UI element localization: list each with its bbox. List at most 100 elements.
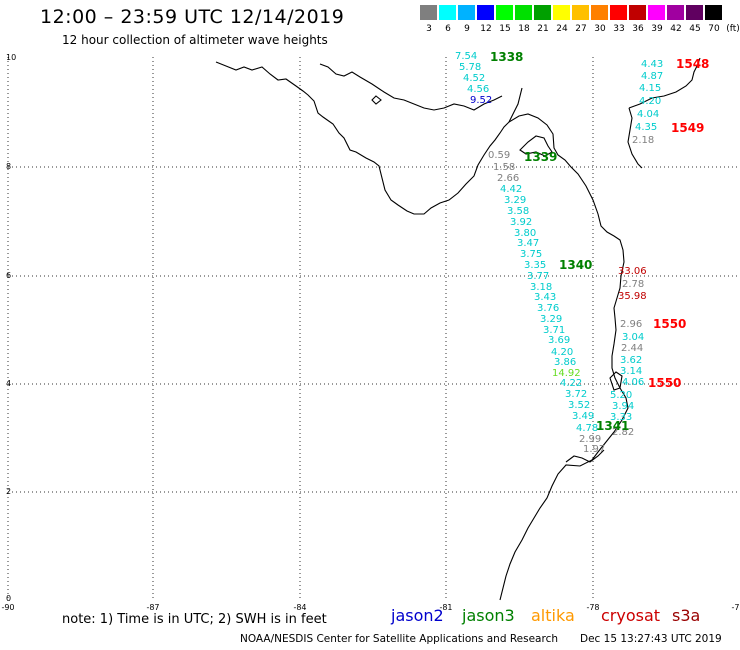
scale-label: 18: [518, 24, 530, 34]
scale-label: 45: [689, 24, 701, 34]
coastline-segment: [215, 61, 629, 601]
pass-label: 1338: [490, 50, 523, 64]
scale-label: 15: [499, 24, 511, 34]
wave-height-value: 2.44: [621, 343, 643, 354]
wave-height-value: 4.87: [641, 71, 663, 82]
scale-label: 6: [445, 24, 451, 34]
coastline-segment: [371, 95, 382, 105]
page-title: 12:00 – 23:59 UTC 12/14/2019: [40, 6, 345, 28]
wave-height-value: 35.98: [618, 291, 647, 302]
scale-label: 9: [464, 24, 470, 34]
y-axis-label: 10: [6, 53, 16, 62]
wave-height-value: 3.92: [510, 217, 532, 228]
scale-label: 33: [613, 24, 625, 34]
wave-height-value: 2.82: [612, 427, 634, 438]
scale-swatch: [591, 5, 608, 20]
wave-height-value: 4.15: [639, 83, 661, 94]
scale-swatch: [477, 5, 494, 20]
scale-swatch: [572, 5, 589, 20]
y-axis-label: 2: [6, 487, 11, 496]
wave-height-value: 4.04: [637, 109, 659, 120]
wave-height-value: 0.59: [488, 150, 510, 161]
wave-height-value: 4.56: [467, 84, 489, 95]
satellite-legend-altika: altika: [531, 606, 575, 625]
wave-height-value: 4.06: [622, 377, 644, 388]
wave-height-value: 3.76: [537, 303, 559, 314]
pass-label: 1548: [676, 57, 709, 71]
satellite-legend-jason2: jason2: [391, 606, 444, 625]
wave-height-value: 3.43: [534, 292, 556, 303]
x-axis-label: -78: [586, 603, 599, 612]
wave-height-value: 2.66: [497, 173, 519, 184]
scale-swatch: [420, 5, 437, 20]
wave-height-value: 33.06: [618, 266, 647, 277]
wave-height-value: 4.20: [551, 347, 573, 358]
wave-height-value: 3.80: [514, 228, 536, 239]
y-axis-labels: 10 8 6 4 2 0: [6, 53, 16, 603]
wave-height-value: 3.77: [527, 271, 549, 282]
pass-label: 1550: [648, 376, 681, 390]
y-axis-label: 0: [6, 594, 11, 603]
page-subtitle: 12 hour collection of altimeter wave hei…: [62, 33, 328, 47]
scale-label: 12: [480, 24, 492, 34]
y-axis-label: 8: [6, 162, 11, 171]
scale-swatch: [610, 5, 627, 20]
coastline-segment: [319, 63, 503, 111]
pass-label: 1340: [559, 258, 592, 272]
wave-height-value: 5.78: [459, 62, 481, 73]
wave-height-value: 3.29: [504, 195, 526, 206]
scale-swatch: [667, 5, 684, 20]
wave-height-value: 3.52: [568, 400, 590, 411]
scale-swatch: [648, 5, 665, 20]
wave-height-value: 3.18: [530, 282, 552, 293]
pass-label: 1550: [653, 317, 686, 331]
wave-height-value: 3.72: [565, 389, 587, 400]
scale-label: 36: [632, 24, 644, 34]
wave-height-value: 2.99: [579, 434, 601, 445]
wave-height-value: 4.43: [641, 59, 663, 70]
pass-labels: 1338 1548 1549 1339 1340 1550 1550 1341: [490, 50, 709, 433]
scale-swatch: [553, 5, 570, 20]
wave-height-value: 3.86: [554, 357, 576, 368]
scale-swatch: [496, 5, 513, 20]
pass-label: 1549: [671, 121, 704, 135]
coastline-segment: [508, 87, 523, 123]
wave-height-value: 4.35: [635, 122, 657, 133]
scale-swatch: [515, 5, 532, 20]
coastline-segment: [609, 371, 623, 391]
grid: [7, 57, 738, 600]
x-axis-labels: -90 -87 -84 -81 -78 -75: [1, 603, 740, 612]
wave-height-value: 4.42: [500, 184, 522, 195]
x-axis-label: -75: [731, 603, 740, 612]
note-text: note: 1) Time is in UTC; 2) SWH is in fe…: [62, 612, 327, 627]
footer-timestamp: Dec 15 13:27:43 UTC 2019: [580, 633, 722, 645]
scale-label: 30: [594, 24, 606, 34]
coastline-segment: [519, 135, 553, 157]
wave-height-value: 3.69: [548, 335, 570, 346]
satellite-legend-jason3: jason3: [462, 606, 515, 625]
scale-label: 24: [556, 24, 568, 34]
scale-label: 27: [575, 24, 587, 34]
wave-height-value: 4.78: [576, 423, 598, 434]
y-axis-label: 4: [6, 379, 11, 388]
wave-height-value: 9.52: [470, 95, 492, 106]
wave-height-value: 4.20: [639, 96, 661, 107]
wave-height-value: 3.47: [517, 238, 539, 249]
scale-label: (ft): [726, 24, 740, 34]
satellite-legend-cryosat: cryosat: [601, 606, 661, 625]
coastline-segment: [627, 107, 643, 169]
x-axis-label: -87: [146, 603, 159, 612]
wave-height-value: 2.18: [632, 135, 654, 146]
wave-height-value: 4.22: [560, 378, 582, 389]
x-axis-label: -90: [1, 603, 14, 612]
scale-swatch: [705, 5, 722, 20]
scale-swatch: [534, 5, 551, 20]
wave-height-value: 3.14: [620, 366, 642, 377]
scale-label: 21: [537, 24, 549, 34]
scale-swatch: [458, 5, 475, 20]
scale-label: 39: [651, 24, 663, 34]
x-axis-label: -84: [293, 603, 306, 612]
wave-height-value: 4.52: [463, 73, 485, 84]
scale-label: 42: [670, 24, 682, 34]
